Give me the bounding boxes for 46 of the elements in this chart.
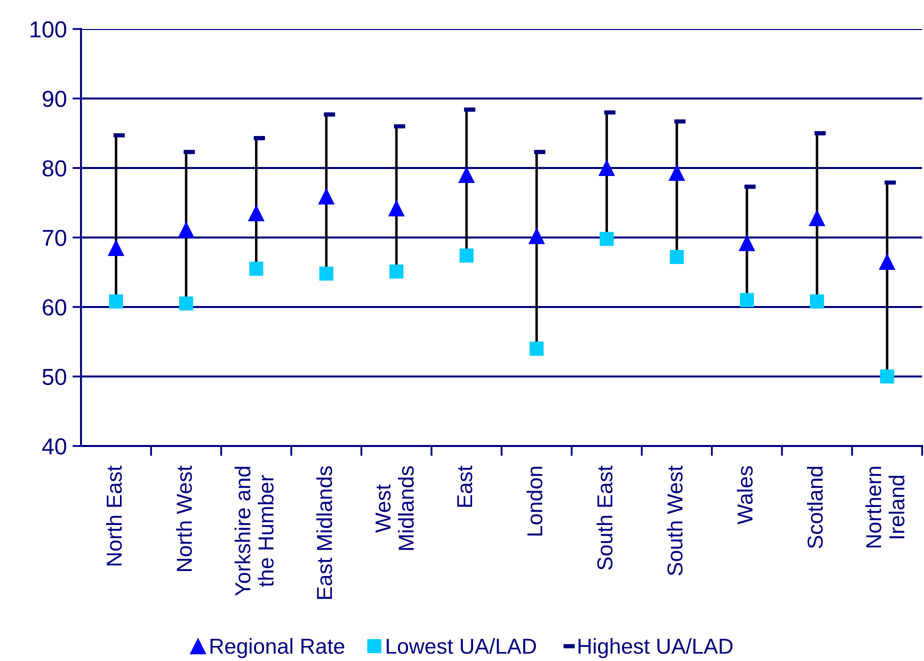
x-tick-label: Scotland — [806, 466, 823, 548]
point — [670, 250, 684, 264]
x-tick-label: Wales — [736, 466, 753, 524]
y-tick-label: 50 — [42, 368, 66, 386]
point — [880, 369, 894, 384]
point — [248, 205, 264, 222]
point — [740, 293, 754, 308]
point — [810, 294, 824, 308]
point — [389, 264, 404, 279]
x-tick-label: North West — [176, 466, 192, 571]
x-tick-label: East — [457, 466, 472, 507]
legend-label: Highest UA/LAD — [578, 638, 733, 658]
point — [109, 294, 124, 308]
x-tick-label: London — [526, 466, 542, 536]
point — [318, 188, 334, 205]
x-tick-label: Yorkshire and the Humber — [234, 466, 274, 596]
legend-label: Regional Rate — [210, 638, 344, 658]
point — [879, 254, 896, 270]
point — [530, 342, 544, 356]
x-tick-label: South East — [596, 466, 612, 570]
point — [600, 232, 614, 246]
point — [108, 240, 124, 256]
x-tick-label: West Midlands — [376, 466, 414, 550]
point — [458, 166, 475, 184]
point — [528, 228, 545, 244]
point — [249, 262, 264, 276]
y-tick-label: 80 — [42, 160, 66, 177]
point — [388, 200, 404, 216]
y-tick-label: 90 — [42, 90, 66, 108]
point — [179, 296, 194, 311]
x-tick-label: North East — [106, 466, 122, 566]
x-tick-label: East Midlands — [316, 466, 332, 599]
point — [598, 160, 615, 176]
y-tick-label: 70 — [42, 230, 66, 246]
point — [460, 248, 474, 263]
legend-label: Lowest UA/LAD — [386, 638, 536, 654]
x-tick-label: Northern Ireland — [865, 466, 904, 548]
point — [319, 266, 334, 281]
y-tick-label: 40 — [42, 438, 66, 455]
point — [178, 222, 194, 238]
point — [808, 210, 826, 226]
point — [668, 164, 685, 181]
x-tick-label: South West — [666, 466, 683, 576]
point — [738, 235, 755, 252]
y-tick-label: 100 — [30, 21, 66, 38]
y-tick-label: 60 — [42, 299, 66, 316]
